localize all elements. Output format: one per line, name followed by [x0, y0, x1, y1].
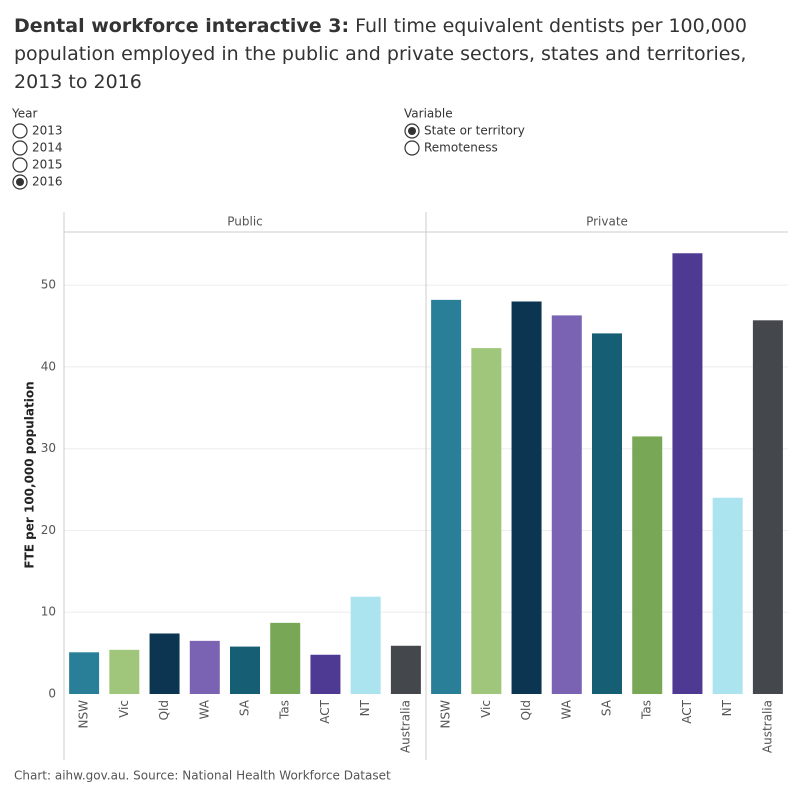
- x-tick-label: NT: [358, 699, 372, 716]
- x-tick-label: Qld: [157, 700, 171, 720]
- radio-label[interactable]: Remoteness: [424, 141, 498, 155]
- panel-label: Private: [586, 215, 628, 229]
- control-label: Variable: [404, 107, 453, 121]
- bar: [511, 301, 542, 694]
- x-tick-label: SA: [600, 699, 614, 716]
- x-tick-label: Tas: [278, 700, 292, 720]
- bar: [551, 315, 582, 694]
- radio-dot: [16, 178, 24, 186]
- y-tick-label: 40: [41, 359, 56, 373]
- x-tick-label: NT: [720, 699, 734, 716]
- title-text: Full time equivalent dentists per 100,00…: [14, 15, 748, 93]
- radio-label[interactable]: State or territory: [424, 124, 525, 138]
- y-tick-label: 30: [41, 441, 56, 455]
- y-tick-label: 50: [41, 278, 56, 292]
- radio-dot: [408, 127, 416, 135]
- bar: [310, 654, 341, 694]
- x-tick-label: NSW: [439, 700, 453, 729]
- radio-button[interactable]: [12, 123, 28, 139]
- panel-label: Public: [227, 215, 263, 229]
- x-tick-label: Australia: [760, 700, 774, 753]
- title: Dental workforce interactive 3: Full tim…: [14, 12, 784, 96]
- bar: [230, 646, 260, 694]
- x-tick-label: Vic: [479, 700, 493, 718]
- bar: [270, 622, 301, 694]
- bar: [672, 253, 703, 694]
- bar: [471, 348, 502, 694]
- bar: [189, 640, 220, 694]
- y-tick-label: 20: [41, 523, 56, 537]
- bar: [390, 645, 421, 694]
- bar: [632, 436, 663, 694]
- y-tick-label: 10: [41, 605, 56, 619]
- radio-label[interactable]: 2015: [32, 158, 63, 172]
- x-tick-label: SA: [238, 699, 252, 716]
- x-tick-label: NSW: [77, 700, 91, 729]
- x-tick-label: ACT: [318, 699, 332, 723]
- title-lead: Dental workforce interactive 3:: [14, 15, 350, 37]
- bar: [712, 497, 743, 694]
- bar: [149, 633, 180, 694]
- x-tick-label: Australia: [398, 700, 412, 753]
- bar: [69, 652, 100, 694]
- x-tick-label: ACT: [680, 699, 694, 723]
- bar: [752, 320, 783, 694]
- bar: [109, 649, 140, 694]
- x-tick-label: Tas: [640, 700, 654, 720]
- y-tick-label: 0: [48, 687, 56, 701]
- radio-label[interactable]: 2016: [32, 175, 63, 189]
- control-label: Year: [11, 107, 37, 121]
- bar: [350, 596, 381, 694]
- source: Chart: aihw.gov.au. Source: National Hea…: [14, 769, 391, 783]
- x-tick-label: WA: [197, 699, 211, 719]
- radio-label[interactable]: 2013: [32, 124, 63, 138]
- x-tick-label: Qld: [519, 700, 533, 720]
- x-tick-label: WA: [559, 699, 573, 719]
- radio-label[interactable]: 2014: [32, 141, 63, 155]
- bar: [431, 299, 462, 694]
- radio-button[interactable]: [12, 157, 28, 173]
- bar: [592, 333, 622, 694]
- radio-button[interactable]: [12, 140, 28, 156]
- y-axis-label: FTE per 100,000 population: [23, 381, 37, 568]
- radio-button[interactable]: [404, 140, 420, 156]
- x-tick-label: Vic: [117, 700, 131, 718]
